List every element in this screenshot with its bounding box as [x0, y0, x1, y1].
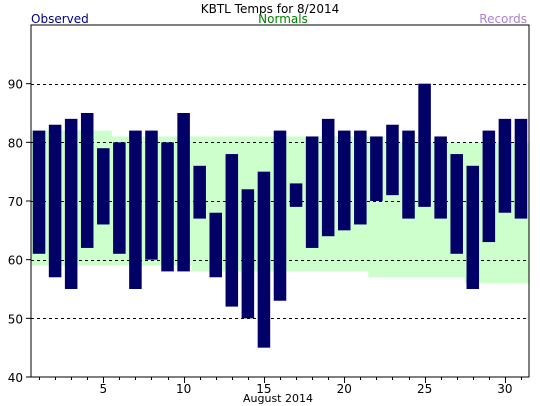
x-tick-label: 5	[99, 382, 107, 396]
x-tick-label: 20	[337, 382, 352, 396]
x-tick-label: 30	[497, 382, 512, 396]
y-tick-label: 70	[8, 195, 23, 209]
observed-bar	[386, 124, 399, 196]
observed-bar	[482, 130, 496, 243]
observed-bar	[129, 130, 142, 289]
legend-normals: Normals	[258, 12, 308, 26]
observed-bars	[32, 83, 528, 348]
observed-bar	[498, 118, 512, 213]
observed-bar	[321, 118, 335, 237]
observed-bar	[337, 130, 351, 231]
x-tick-label: 15	[256, 382, 271, 396]
chart-title: KBTL Temps for 8/2014	[201, 2, 340, 16]
observed-bar	[241, 189, 255, 319]
observed-bar	[354, 130, 367, 225]
observed-bar	[177, 113, 190, 272]
y-axis: 40 50 60 70 80 90	[8, 78, 31, 385]
observed-bar	[193, 165, 206, 219]
legend-observed: Observed	[31, 12, 89, 26]
observed-bar	[225, 154, 239, 307]
observed-bar	[514, 118, 528, 219]
x-tick-label: 25	[417, 382, 432, 396]
legend-records: Records	[479, 12, 527, 26]
observed-bar	[97, 148, 110, 225]
observed-bar	[113, 142, 126, 254]
observed-bar	[32, 130, 46, 254]
observed-bar	[161, 142, 174, 272]
y-tick-label: 80	[8, 136, 23, 150]
observed-bar	[450, 154, 463, 254]
observed-bar	[418, 83, 431, 207]
observed-bar	[64, 118, 78, 289]
y-tick-label: 60	[8, 254, 23, 268]
observed-bar	[257, 171, 271, 348]
observed-bar	[273, 130, 287, 301]
observed-bar	[289, 183, 303, 207]
y-tick-label: 40	[8, 371, 23, 385]
x-tick-label: 10	[176, 382, 191, 396]
observed-bar	[145, 130, 158, 260]
observed-bar	[48, 124, 62, 278]
observed-bar	[209, 212, 223, 278]
observed-bar	[80, 113, 94, 248]
y-tick-label: 90	[8, 78, 23, 92]
x-axis: 5 10 15 20 25 30	[39, 377, 522, 396]
observed-bar	[370, 136, 383, 201]
observed-bar	[434, 136, 447, 219]
observed-bar	[305, 136, 319, 248]
observed-bar	[466, 165, 480, 289]
x-axis-label: August 2014	[243, 392, 313, 405]
y-tick-label: 50	[8, 312, 23, 326]
observed-bar	[402, 130, 415, 219]
